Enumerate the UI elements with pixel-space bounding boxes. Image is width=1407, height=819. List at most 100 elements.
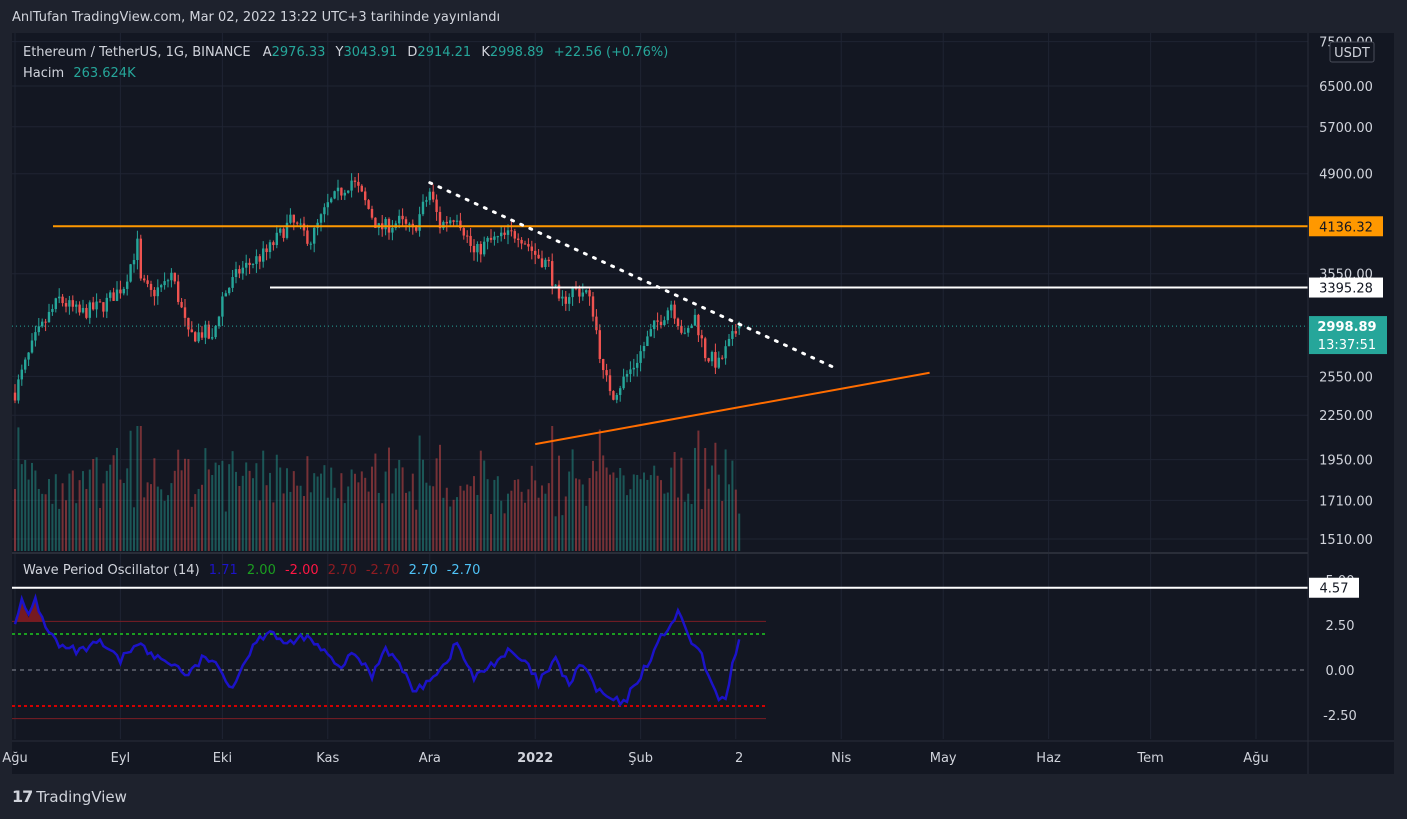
volume-bar (207, 469, 210, 551)
candle (432, 191, 435, 200)
volume-bar (643, 472, 645, 551)
tradingview-brand: TradingView (36, 787, 127, 806)
volume-bar (731, 460, 734, 551)
volume-bar (235, 471, 237, 551)
volume-bar (445, 487, 448, 551)
candle (357, 181, 360, 186)
candle (132, 260, 136, 265)
candle (64, 303, 68, 307)
candle (197, 332, 200, 342)
drawings[interactable] (12, 181, 1308, 446)
volume-bar (371, 466, 373, 551)
oscillator-pane (12, 586, 1308, 720)
candle (622, 376, 625, 389)
symbol-title[interactable]: Ethereum / TetherUS, 1G, BINANCE (23, 45, 251, 60)
candle (435, 199, 438, 212)
osc-value-2: 2.00 (246, 563, 276, 578)
volume-bar (374, 453, 377, 551)
candle (537, 254, 540, 259)
volume-label[interactable]: Hacim (23, 66, 65, 81)
tradingview-logo[interactable]: 17 TradingView (12, 787, 127, 806)
volume-bar (578, 479, 581, 551)
volume-bar (214, 462, 217, 551)
candle (605, 370, 608, 376)
volume-bar (105, 470, 108, 551)
candle (646, 336, 649, 346)
volume-bar (170, 483, 173, 551)
time-tick-3: Kas (316, 751, 339, 766)
candle (551, 261, 554, 286)
volume-bar (551, 426, 554, 551)
candle (527, 244, 530, 247)
volume-bar (180, 470, 183, 551)
candle (714, 352, 717, 368)
candle (425, 200, 428, 202)
candle (350, 180, 353, 191)
volume-bar (71, 470, 74, 551)
volume-bar (612, 472, 615, 551)
candle (204, 324, 207, 338)
volume-bar (711, 465, 713, 551)
open-label: A (262, 45, 272, 60)
candle (241, 267, 244, 274)
time-tick-0: Ağu (2, 751, 27, 766)
currency-badge (1329, 41, 1375, 63)
candle (724, 346, 727, 359)
candle (455, 220, 459, 222)
volume-bar (486, 479, 489, 551)
time-tick-10: Haz (1036, 751, 1061, 766)
volume-bar (558, 455, 560, 551)
volume-bar (690, 504, 693, 551)
osc-value-4: 2.70 (327, 563, 357, 578)
volume-bar (326, 497, 329, 551)
volume-bar (44, 494, 47, 551)
candle (177, 281, 180, 302)
oscillator-title[interactable]: Wave Period Oscillator (14) (23, 563, 200, 578)
candles[interactable] (13, 173, 741, 404)
candle (24, 359, 27, 370)
candle (442, 221, 445, 229)
volume-bar (68, 473, 71, 551)
volume-bar (299, 485, 302, 551)
time-tick-12: Ağu (1243, 751, 1268, 766)
candle (578, 288, 581, 297)
volume-bar (78, 480, 81, 551)
volume-bar (51, 503, 54, 551)
volume-legend: Hacim 263.624K (23, 66, 136, 81)
volume-bar (408, 491, 411, 551)
volume-bar (354, 473, 356, 551)
candle (115, 289, 119, 301)
candle (88, 302, 91, 318)
candle (268, 242, 272, 253)
volume-bar (473, 476, 475, 551)
candle (540, 258, 544, 268)
volume-bar (27, 479, 30, 551)
candle (472, 245, 476, 253)
volume-bar (479, 450, 482, 551)
volume-bar (687, 493, 690, 551)
candle (41, 321, 44, 327)
volume-bar (388, 447, 390, 551)
volume-bar (119, 479, 122, 551)
candle (275, 232, 278, 246)
volume-bar (677, 497, 679, 551)
chart-area[interactable] (12, 33, 1394, 774)
volume-bar (129, 430, 132, 551)
candle (54, 298, 57, 310)
volume-bar (163, 500, 166, 551)
volume-bar (279, 467, 282, 551)
candle (421, 201, 425, 215)
price-tick-5: 2550.00 (1319, 370, 1373, 385)
candle (687, 328, 690, 333)
volume-bar (20, 464, 23, 551)
candle (649, 329, 652, 337)
candle (306, 230, 309, 244)
volume-bar (507, 493, 509, 551)
osc-line (13, 593, 741, 707)
candle (187, 317, 190, 330)
volume-bar (360, 471, 363, 551)
volume-bar (347, 486, 350, 551)
level-label: 3395.28 (1319, 282, 1373, 297)
volume-bar (422, 459, 424, 551)
